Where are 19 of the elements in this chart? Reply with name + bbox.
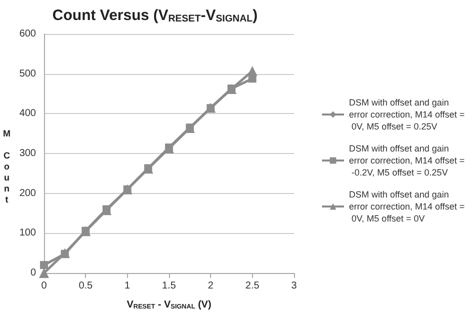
y-tick-label: 0 <box>30 268 36 278</box>
x-tick-label: 0.5 <box>78 280 94 292</box>
x-tick-label: 0 <box>41 280 48 292</box>
x-tick-label: 1.5 <box>162 280 176 292</box>
y-tick-label: 100 <box>19 228 36 239</box>
y-tick-label: 500 <box>19 68 36 80</box>
x-tick-label: 2 <box>208 280 214 292</box>
legend-label: DSM with offset and gain error correction, M14 offset = -0.2V, M5 offset = 0.25V <box>349 144 465 178</box>
y-tick-label: 600 <box>19 28 36 40</box>
x-tick-label: 3 <box>291 280 298 292</box>
y-tick-label: 300 <box>19 148 36 159</box>
legend-label: DSM with offset and gain error correction, M14 offset = 0V, M5 offset = 0.25V <box>349 98 465 132</box>
y-tick-label: 400 <box>19 108 36 120</box>
y-tick-label: 200 <box>19 188 36 199</box>
x-tick-label: 2.5 <box>245 280 260 292</box>
text: M Count <box>3 128 10 204</box>
legend-label: DSM with offset and gain error correction, M14 offset = 0V, M5 offset = 0V <box>349 190 465 224</box>
x-tick-label: 1 <box>124 280 131 292</box>
chart-title: Count Versus (VRESET-VSIGNAL) <box>52 6 258 24</box>
